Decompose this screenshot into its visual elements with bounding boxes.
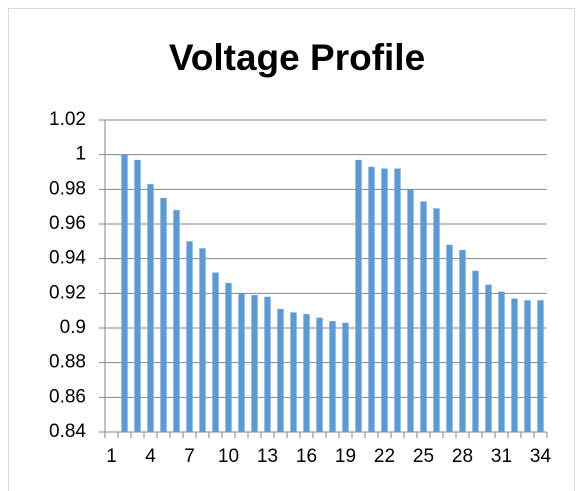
bar (329, 321, 336, 432)
x-tick-label: 4 (145, 446, 156, 467)
bar (446, 244, 453, 432)
bar (342, 322, 349, 432)
bar (173, 210, 180, 432)
x-tick-label: 7 (184, 446, 195, 467)
bar (316, 317, 323, 432)
bar (485, 284, 492, 432)
chart-title: Voltage Profile (169, 37, 425, 78)
bar (225, 282, 232, 432)
bar (251, 295, 258, 432)
bar (147, 184, 154, 432)
bar (277, 308, 284, 432)
y-tick-label: 0.9 (60, 317, 86, 338)
bar (160, 198, 167, 432)
x-tick-label: 13 (257, 446, 278, 467)
bar (537, 300, 544, 432)
x-tick-label: 19 (335, 446, 356, 467)
bar (420, 201, 427, 432)
bar (303, 314, 310, 432)
x-tick-label: 22 (374, 446, 395, 467)
x-tick-label: 34 (530, 446, 552, 467)
bar (459, 250, 466, 432)
bar (381, 168, 388, 433)
bar (472, 270, 479, 432)
y-tick-label: 0.92 (49, 282, 86, 303)
bar (199, 248, 206, 432)
x-tick-label: 16 (296, 446, 317, 467)
y-tick-label: 0.94 (49, 248, 86, 269)
y-tick-label: 0.96 (49, 213, 86, 234)
bar (355, 159, 362, 432)
bar (511, 298, 518, 432)
bar (433, 208, 440, 432)
x-tick-label: 1 (106, 446, 117, 467)
bar (394, 168, 401, 433)
bar (290, 312, 297, 432)
bar (121, 154, 128, 432)
bar (212, 272, 219, 432)
bar (407, 189, 414, 432)
x-tick-label: 28 (452, 446, 473, 467)
bar (186, 241, 193, 432)
x-tick-label: 31 (491, 446, 512, 467)
x-tick-label: 10 (218, 446, 239, 467)
bar (238, 293, 245, 432)
y-tick-label: 0.98 (49, 178, 86, 199)
bar (524, 300, 531, 432)
bar (264, 296, 271, 432)
y-tick-label: 0.84 (49, 421, 86, 442)
y-tick-label: 0.86 (49, 386, 86, 407)
y-tick-label: 1 (75, 144, 86, 165)
y-tick-label: 0.88 (49, 352, 86, 373)
bar (368, 166, 375, 433)
y-tick-label: 1.02 (49, 109, 86, 130)
x-tick-label: 25 (413, 446, 434, 467)
bar (498, 291, 505, 432)
bar (134, 159, 141, 432)
